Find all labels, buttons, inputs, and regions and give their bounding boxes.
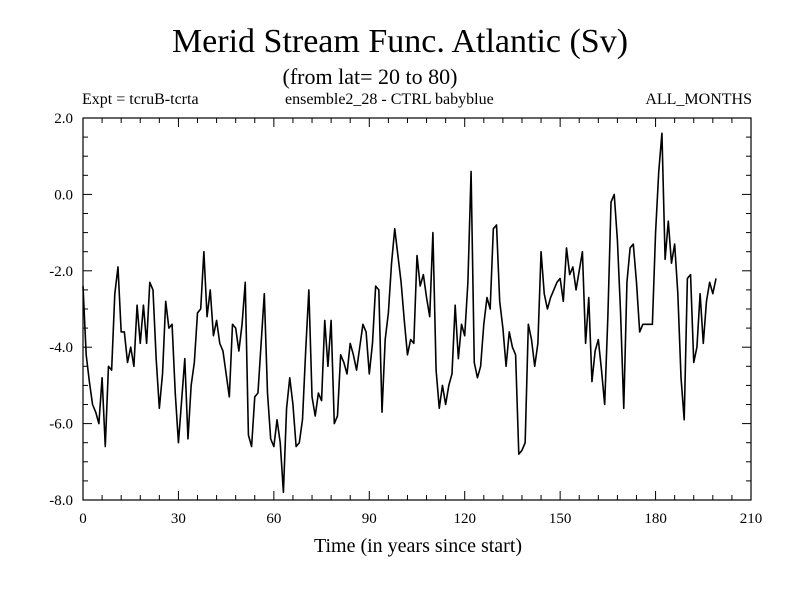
y-tick-label: -8.0 (49, 493, 73, 509)
months-label: ALL_MONTHS (645, 91, 752, 108)
experiment-label: Expt = tcruB-tcrta (82, 91, 199, 108)
series-line (82, 132, 717, 494)
x-tick-label: 0 (79, 511, 87, 527)
x-tick-label: 210 (740, 511, 763, 527)
x-tick-label: 150 (549, 511, 572, 527)
x-tick-label: 30 (171, 511, 186, 527)
chart-title: Merid Stream Func. Atlantic (Sv) (171, 23, 629, 60)
ensemble-label: ensemble2_28 - CTRL babyblue (285, 91, 494, 108)
x-tick-label: 60 (266, 511, 281, 527)
tick-labels: 0 30 60 90 120 150 180 210 -8.0 -6.0 -4.0 -2.0 0.0 2.… (49, 111, 762, 527)
y-tick-label: -2.0 (49, 264, 73, 280)
plot-frame (82, 117, 752, 501)
y-tick-label: 0.0 (54, 187, 73, 203)
series-group (82, 132, 717, 494)
x-tick-label: 180 (644, 511, 667, 527)
x-tick-label: 90 (362, 511, 377, 527)
x-axis-label: Time (in years since start) (313, 535, 523, 557)
axis-ticks (82, 117, 752, 501)
chart-subtitle: (from lat= 20 to 80) (282, 64, 458, 89)
y-tick-label: -6.0 (49, 417, 73, 433)
y-tick-label: 2.0 (54, 111, 73, 127)
y-tick-label: -4.0 (49, 340, 73, 356)
x-tick-label: 120 (453, 511, 476, 527)
